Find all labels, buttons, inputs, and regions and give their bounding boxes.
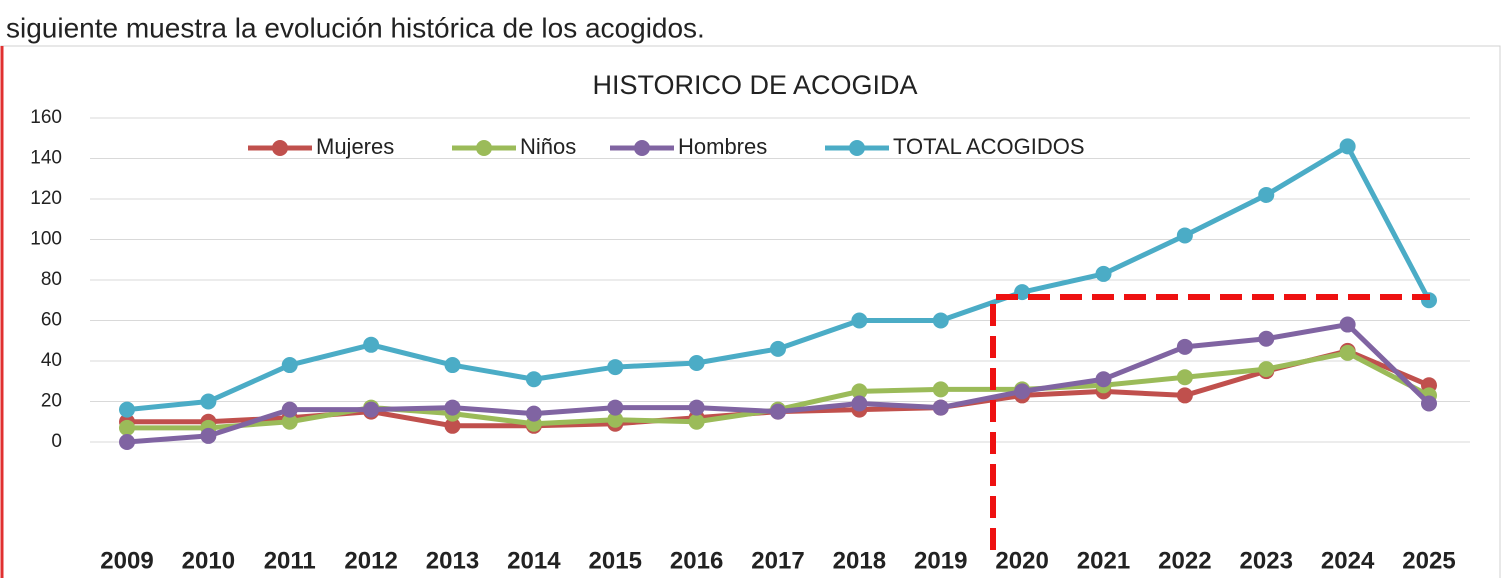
data-point	[770, 403, 786, 420]
data-point	[1258, 361, 1275, 378]
x-tick-label: 2020	[995, 547, 1048, 574]
data-point	[770, 340, 786, 357]
data-point	[119, 419, 135, 436]
legend-label: TOTAL ACOGIDOS	[893, 134, 1085, 159]
plot	[119, 138, 1437, 450]
data-point	[851, 312, 868, 329]
data-point	[1095, 371, 1112, 388]
data-point	[1176, 387, 1193, 404]
x-tick-label: 2025	[1402, 547, 1455, 574]
data-point	[1014, 284, 1031, 301]
data-point	[851, 395, 868, 412]
data-point	[688, 399, 705, 416]
data-point	[525, 371, 542, 388]
data-point	[119, 434, 135, 450]
data-point	[1339, 138, 1356, 155]
grid: 0 20 40 60 80 100 120 140 160	[30, 107, 1470, 452]
data-point	[444, 417, 461, 434]
legend-marker	[476, 140, 492, 156]
data-point	[281, 413, 298, 430]
x-tick-label: 2017	[751, 547, 804, 574]
data-point	[200, 393, 217, 410]
data-point	[607, 359, 624, 376]
y-tick-label: 0	[51, 431, 62, 452]
x-tick-label: 2009	[100, 547, 153, 574]
caption: siguiente muestra la evolución histórica…	[6, 12, 705, 43]
data-point	[932, 312, 949, 329]
data-point	[281, 401, 298, 418]
legend-label: Niños	[520, 134, 576, 159]
data-point	[607, 411, 624, 428]
data-point	[363, 336, 380, 353]
data-point	[851, 383, 868, 400]
x-tick-label: 2011	[264, 547, 316, 574]
data-point	[1095, 265, 1112, 282]
legend-marker	[634, 140, 650, 156]
y-tick-label: 120	[30, 188, 62, 209]
chart-title: HISTORICO DE ACOGIDA	[592, 70, 917, 100]
x-tick-label: 2016	[670, 547, 723, 574]
x-tick-label: 2012	[344, 547, 397, 574]
x-tick-label: 2013	[426, 547, 479, 574]
legend-marker	[272, 140, 288, 156]
legend-label: Mujeres	[316, 134, 394, 159]
data-point	[932, 381, 949, 398]
data-point	[1258, 186, 1275, 203]
x-tick-label: 2023	[1240, 547, 1293, 574]
annotation-dashed	[990, 294, 1430, 550]
data-point	[1176, 369, 1193, 386]
y-tick-label: 60	[41, 310, 62, 331]
y-tick-label: 80	[41, 269, 62, 290]
x-tick-label: 2018	[833, 547, 886, 574]
y-tick-label: 160	[30, 107, 62, 128]
data-point	[119, 401, 135, 418]
data-point	[1339, 316, 1356, 333]
data-point	[688, 413, 705, 430]
data-point	[1339, 344, 1356, 361]
data-point	[607, 399, 624, 416]
x-tick-label: 2019	[914, 547, 967, 574]
y-tick-label: 40	[41, 350, 62, 371]
data-point	[525, 405, 542, 422]
x-tick-label: 2010	[182, 547, 235, 574]
data-point	[444, 399, 461, 416]
x-tick-label: 2021	[1077, 547, 1130, 574]
x-tick-label: 2014	[507, 547, 561, 574]
data-point	[1014, 383, 1031, 400]
legend-marker	[849, 140, 865, 156]
data-point	[1258, 330, 1275, 347]
x-tick-label: 2024	[1321, 547, 1375, 574]
y-tick-label: 140	[30, 148, 62, 169]
data-point	[688, 355, 705, 372]
x-axis: 2009 2010 2011 2012 2013 2014 2015 2016 2017 2018…	[100, 547, 1455, 574]
x-tick-label: 2015	[589, 547, 642, 574]
data-point	[932, 399, 949, 416]
data-point	[1176, 338, 1193, 355]
y-tick-label: 100	[30, 229, 62, 250]
data-point	[1176, 227, 1193, 244]
legend-label: Hombres	[678, 134, 767, 159]
data-point	[200, 427, 217, 444]
legend: Mujeres Niños Hombres TOTAL ACOGIDOS	[248, 134, 1085, 159]
x-tick-label: 2022	[1158, 547, 1211, 574]
chart-frame	[0, 45, 1501, 583]
data-point	[444, 357, 461, 374]
data-point	[281, 357, 298, 374]
data-point	[1421, 395, 1437, 412]
y-tick-label: 20	[41, 391, 62, 412]
data-point	[363, 401, 380, 418]
